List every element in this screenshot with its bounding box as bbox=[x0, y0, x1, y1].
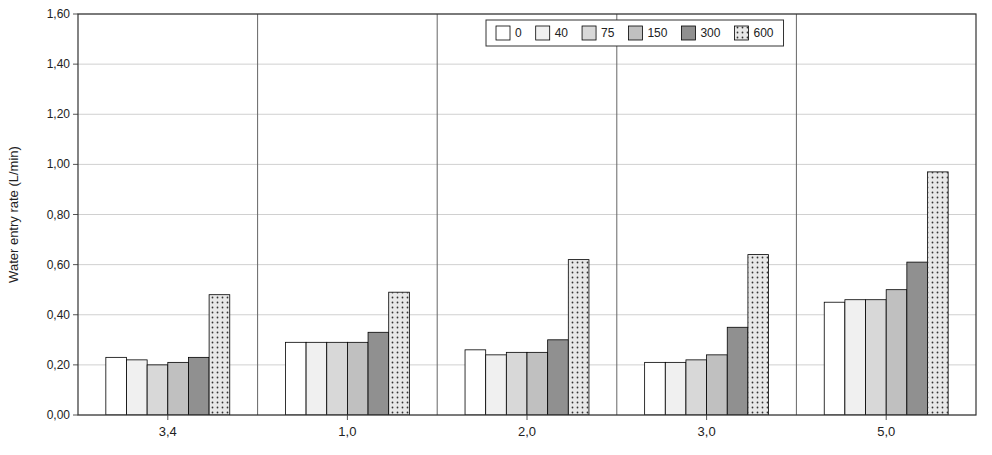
bar bbox=[209, 295, 230, 415]
bar-hatch bbox=[209, 295, 230, 415]
legend-swatch bbox=[628, 26, 642, 40]
bar bbox=[748, 255, 769, 415]
legend-swatch bbox=[681, 26, 695, 40]
bar bbox=[486, 355, 507, 415]
legend-label: 0 bbox=[515, 26, 522, 40]
x-tick-label: 3,4 bbox=[159, 424, 177, 439]
y-axis-label: Water entry rate (L/min) bbox=[6, 146, 21, 283]
bar bbox=[686, 360, 707, 415]
bar bbox=[147, 365, 168, 415]
bar bbox=[506, 352, 527, 415]
bar bbox=[907, 262, 928, 415]
x-tick bbox=[886, 415, 887, 420]
y-tick bbox=[73, 415, 78, 416]
bar bbox=[347, 342, 368, 415]
y-tick bbox=[73, 164, 78, 165]
bars bbox=[106, 172, 948, 415]
legend-frame bbox=[486, 20, 784, 46]
legend-label: 40 bbox=[555, 26, 569, 40]
legend-label: 150 bbox=[647, 26, 667, 40]
y-tick bbox=[73, 14, 78, 15]
bar bbox=[465, 350, 486, 415]
bar bbox=[368, 332, 389, 415]
plot-background bbox=[78, 14, 976, 415]
legend-swatch-hatch bbox=[734, 26, 748, 40]
bar bbox=[886, 290, 907, 415]
bar bbox=[327, 342, 348, 415]
chart: 0,000,200,400,600,801,001,201,401,60Wate… bbox=[0, 0, 992, 455]
y-tick-label: 0,00 bbox=[47, 408, 71, 422]
y-tick bbox=[73, 264, 78, 265]
bar bbox=[568, 260, 589, 415]
bar bbox=[527, 352, 548, 415]
grid-line bbox=[78, 114, 976, 115]
legend: 0 40 75 150 300 600 bbox=[486, 20, 784, 46]
x-tick bbox=[706, 415, 707, 420]
x-tick-label: 1,0 bbox=[338, 424, 356, 439]
legend-label: 75 bbox=[601, 26, 615, 40]
bar bbox=[188, 357, 209, 415]
bar-hatch bbox=[928, 172, 949, 415]
bar bbox=[106, 357, 127, 415]
bar bbox=[845, 300, 866, 415]
legend-swatch bbox=[582, 26, 596, 40]
legend-label: 300 bbox=[700, 26, 720, 40]
y-tick-label: 1,20 bbox=[47, 107, 71, 121]
bar-hatch bbox=[568, 260, 589, 415]
y-tick-label: 0,20 bbox=[47, 358, 71, 372]
y-tick-label: 0,80 bbox=[47, 208, 71, 222]
bar bbox=[665, 362, 686, 415]
grid-line bbox=[78, 214, 976, 215]
y-tick-label: 0,60 bbox=[47, 258, 71, 272]
grid-line bbox=[78, 164, 976, 165]
bar bbox=[707, 355, 728, 415]
bar bbox=[285, 342, 306, 415]
y-tick bbox=[73, 364, 78, 365]
group-separator bbox=[437, 14, 438, 415]
plot-frame bbox=[78, 14, 976, 415]
legend-swatch bbox=[496, 26, 510, 40]
bar bbox=[389, 292, 410, 415]
bar bbox=[866, 300, 887, 415]
y-axis: 0,00 0,20 0,40 0,60 0,80 1,00 1,20 1,40 1,60 bbox=[47, 7, 976, 422]
x-tick bbox=[527, 415, 528, 420]
x-tick-label: 3,0 bbox=[698, 424, 716, 439]
y-tick bbox=[73, 314, 78, 315]
bar-hatch bbox=[748, 255, 769, 415]
legend-label: 600 bbox=[753, 26, 773, 40]
group-separator bbox=[796, 14, 797, 415]
x-tick bbox=[167, 415, 168, 420]
bar bbox=[168, 362, 189, 415]
x-tick bbox=[347, 415, 348, 420]
bar bbox=[824, 302, 845, 415]
grid-line bbox=[78, 264, 976, 265]
x-tick-label: 2,0 bbox=[518, 424, 536, 439]
y-tick-label: 0,40 bbox=[47, 308, 71, 322]
bar bbox=[126, 360, 147, 415]
x-tick-label: 5,0 bbox=[877, 424, 895, 439]
grid-line bbox=[78, 64, 976, 65]
bar bbox=[548, 340, 569, 415]
legend-swatch bbox=[536, 26, 550, 40]
bar bbox=[727, 327, 748, 415]
y-tick bbox=[73, 114, 78, 115]
bar bbox=[928, 172, 949, 415]
legend-swatch bbox=[734, 26, 748, 40]
group-separator bbox=[616, 14, 617, 415]
bar bbox=[645, 362, 666, 415]
y-tick-label: 1,40 bbox=[47, 57, 71, 71]
x-axis: 3,4 1,0 2,0 3,0 5,0 bbox=[159, 415, 895, 439]
group-separator bbox=[257, 14, 258, 415]
y-tick-label: 1,60 bbox=[47, 7, 71, 21]
y-tick bbox=[73, 214, 78, 215]
y-tick bbox=[73, 64, 78, 65]
bar bbox=[306, 342, 327, 415]
bar-hatch bbox=[389, 292, 410, 415]
y-tick-label: 1,00 bbox=[47, 157, 71, 171]
